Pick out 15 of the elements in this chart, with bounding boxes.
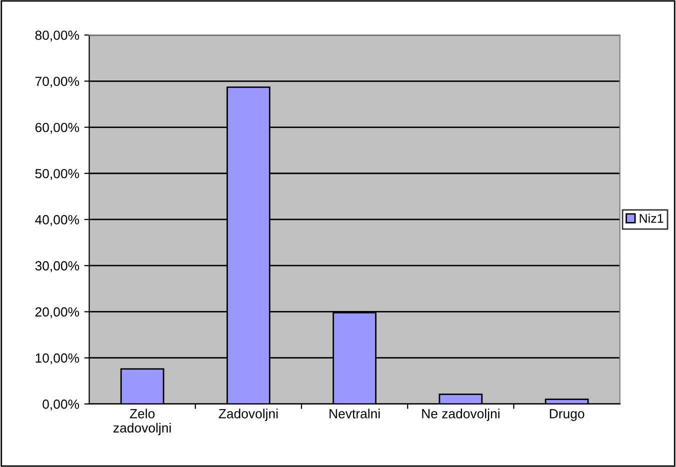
y-tick-label: 30,00% <box>35 261 80 272</box>
y-tick-label: 80,00% <box>35 30 80 42</box>
legend-label: Niz1 <box>640 214 664 223</box>
y-tick-label: 20,00% <box>35 307 80 318</box>
y-tick-label: 50,00% <box>35 168 80 180</box>
x-tick-label: Ne zadovoljni <box>422 408 500 421</box>
x-tick-label: Zadovoljni <box>218 408 278 421</box>
y-tick-label: 60,00% <box>35 122 80 134</box>
y-tick-label: 10,00% <box>36 353 80 364</box>
x-tick-label: Nevtralni <box>330 408 380 418</box>
x-tick-label: Drugo <box>550 409 584 421</box>
x-tick-label: Zelo zadovoljni <box>113 408 171 436</box>
y-tick-label: 0,00% <box>42 400 80 410</box>
y-tick-label: 40,00% <box>35 215 80 226</box>
y-tick-label: 70,00% <box>35 76 80 88</box>
